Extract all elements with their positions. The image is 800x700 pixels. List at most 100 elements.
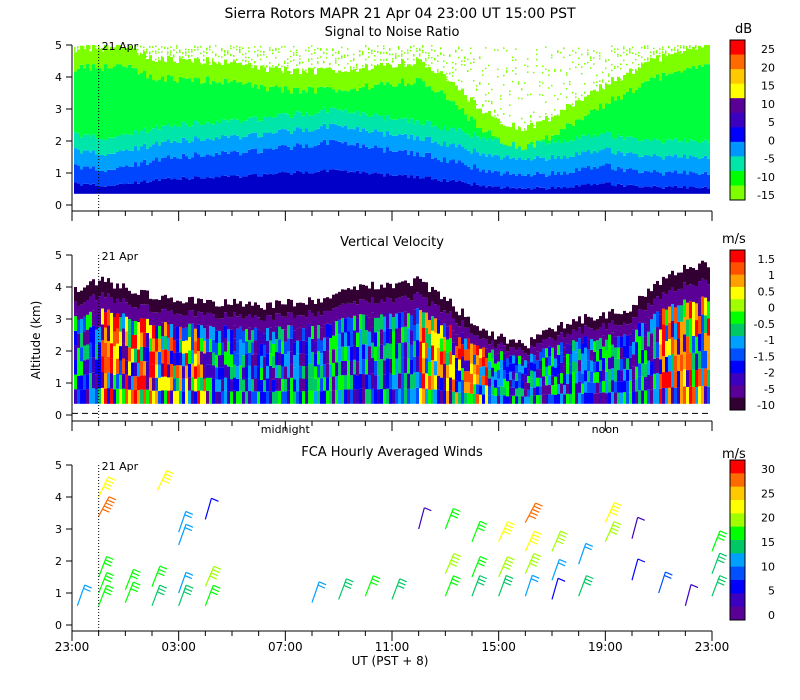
vv-cell [482,338,485,348]
vv-cell [620,347,623,359]
vv-cell [137,294,140,309]
snr-speckle [176,45,178,47]
snr-cell [278,145,281,173]
vv-cell [668,274,671,291]
vv-cell [614,336,617,348]
vv-cell [245,366,248,379]
snr-speckle [416,57,418,59]
vv-cell [296,378,299,392]
vv-cell [374,289,377,304]
snr-speckle [503,74,505,77]
vv-cell [194,328,197,342]
vv-cell [164,362,167,377]
vv-cell [638,309,641,323]
snr-cell [122,134,125,151]
y-tick-label: 3 [55,313,62,326]
vv-cell [182,366,185,379]
vv-cell [323,350,326,365]
snr-speckle [611,45,613,47]
snr-cell [245,64,248,84]
snr-cell [416,136,419,153]
snr-cell [596,91,599,111]
snr-speckle [425,63,427,66]
snr-cell [446,99,449,131]
vv-cell [383,316,386,332]
snr-speckle [665,51,667,54]
vv-cell [539,360,542,370]
vv-cell [356,304,359,319]
snr-speckle [140,52,142,55]
vv-cell [221,330,224,343]
snr-cell [347,145,350,173]
vv-cell [476,326,479,336]
snr-cell [650,187,653,194]
snr-cell [179,76,182,127]
snr-cell [287,70,290,91]
snr-cell [650,140,653,157]
snr-cell [74,132,77,149]
snr-cell [347,113,350,130]
snr-cell [299,112,302,129]
vv-cell [209,325,212,339]
vv-cell [155,364,158,378]
snr-speckle [569,81,571,83]
vv-cell [563,384,566,395]
vv-cell [359,329,362,345]
snr-cell [656,55,659,75]
snr-cell [221,151,224,176]
snr-cell [557,186,560,194]
snr-cell [257,69,260,89]
snr-cell [458,160,461,181]
snr-speckle [554,70,556,73]
barb-feather [533,505,542,510]
snr-cell [569,140,572,157]
vv-cell [470,323,473,334]
vv-cell [425,282,428,298]
snr-cell [527,157,530,174]
snr-cell [407,154,410,178]
vv-cell [188,323,191,338]
snr-cell [185,140,188,157]
barb-feather [346,578,354,583]
snr-speckle [170,52,172,54]
snr-speckle [659,48,661,50]
vv-cell [293,306,296,319]
snr-speckle [341,46,343,49]
snr-speckle [353,59,355,61]
snr-speckle [548,74,550,76]
vv-cell [374,346,377,361]
vv-cell [581,323,584,334]
vv-cell [644,363,647,378]
vv-cell [677,289,680,306]
vv-cell [395,313,398,329]
wind-barb [444,552,462,575]
snr-cell [497,139,500,156]
snr-cell [89,184,92,194]
vv-cell [683,369,686,387]
snr-speckle [647,59,649,61]
snr-cell [461,146,464,163]
vv-cell [275,352,278,365]
barb-feather [585,542,594,547]
snr-speckle [212,51,214,54]
vv-cell [323,324,326,338]
vv-cell [614,381,617,393]
snr-speckle [347,62,349,65]
vv-cell [491,394,494,404]
snr-cell [455,85,458,105]
vv-cell [338,305,341,320]
vv-cell [566,373,569,384]
vv-cell [308,363,311,378]
snr-speckle [395,56,397,58]
snr-cell [473,148,476,165]
snr-speckle [623,59,625,62]
colorbar-tick-label: 1.5 [758,253,776,266]
vv-cell [626,335,629,347]
snr-cell [101,170,104,187]
snr-speckle [548,118,550,120]
vv-cell [116,358,119,374]
snr-cell [512,173,515,188]
snr-cell [197,78,200,123]
vv-cell [356,375,359,390]
vv-cell [668,339,671,356]
